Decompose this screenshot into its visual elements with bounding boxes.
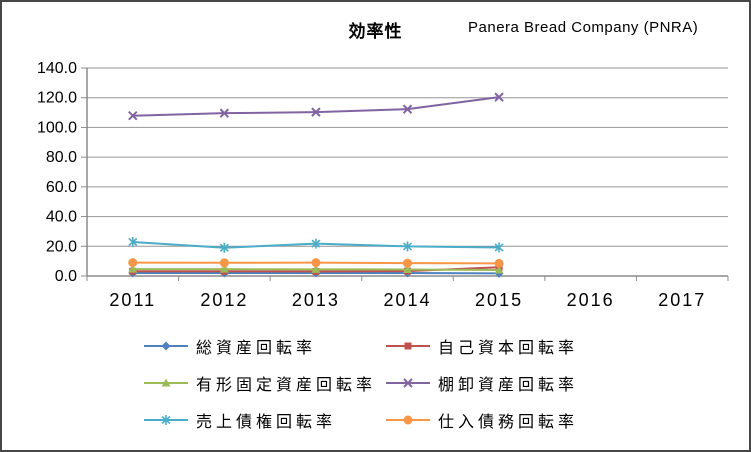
y-axis-tick-label: 120.0 [37,90,77,107]
legend-label: 自己資本回転率 [438,340,579,357]
data-point-marker [128,264,138,273]
series-5 [128,258,504,268]
data-point-marker [402,242,413,251]
data-point-marker [161,341,171,351]
x-axis-tick-label: 2012 [200,290,248,310]
data-point-marker [403,378,413,388]
chart-legend: 総資産回転率 自己資本回転率 有形固定資産回転率 棚卸資産回転率 売上債権回転率… [143,331,578,435]
diamond-marker-icon [144,341,188,351]
data-point-marker [494,92,504,102]
x-marker-icon [386,378,430,388]
data-point-marker [311,239,321,248]
x-axis-tick-label: 2011 [109,290,156,310]
legend-label: 総資産回転率 [196,340,317,357]
data-point-marker [311,258,321,268]
y-axis-tick-label: 100.0 [37,119,77,136]
y-axis-tick-label: 0.0 [55,268,77,285]
data-point-marker [494,258,504,268]
data-point-marker [311,264,321,273]
data-point-marker [494,243,504,252]
y-axis-tick-label: 80.0 [46,149,77,166]
axis-ticks [81,67,729,281]
series-2 [128,264,504,274]
data-point-marker [128,110,138,121]
y-axis-tick-label: 60.0 [46,179,77,196]
legend-item-tangible-fixed-asset-turnover: 有形固定資産回転率 [143,368,385,398]
circle-marker-icon [386,415,430,425]
data-point-marker [403,415,413,425]
legend-label: 売上債権回転率 [196,414,337,431]
triangle-marker-icon [144,378,188,387]
data-point-marker [494,265,504,274]
series-4 [128,236,504,253]
data-point-marker [404,342,412,350]
data-point-marker [311,107,321,117]
y-axis-tick-label: 140.0 [37,60,77,77]
y-axis-tick-label: 20.0 [46,238,77,255]
legend-label: 有形固定資産回転率 [196,377,377,394]
legend-item-receivables-turnover: 売上債権回転率 [143,405,385,435]
legend-item-payables-turnover: 仕入債務回転率 [385,405,578,435]
x-axis-labels: 2011 2012 2013 2014 2015 2016 2017 [109,290,706,310]
legend-item-inventory-turnover: 棚卸資産回転率 [385,368,578,398]
data-point-marker [161,378,171,387]
series-3 [128,92,504,121]
data-point-marker [161,415,171,425]
data-point-marker [219,258,229,268]
data-point-marker [128,258,138,268]
x-axis-tick-label: 2015 [475,290,523,310]
legend-label: 仕入債務回転率 [438,414,579,431]
data-point-marker [219,264,229,273]
x-axis-tick-label: 2014 [383,290,431,310]
x-axis-tick-label: 2016 [567,290,615,310]
data-point-marker [403,258,412,268]
data-point-marker [403,264,412,273]
square-marker-icon [386,342,430,350]
legend-item-equity-turnover: 自己資本回転率 [385,331,578,361]
x-axis-tick-label: 2017 [658,290,706,310]
company-name: Panera Bread Company (PNRA) [468,19,699,36]
asterisk-marker-icon [144,415,188,425]
data-point-marker [219,243,229,252]
legend-item-total-asset-turnover: 総資産回転率 [143,331,385,361]
data-point-marker [402,104,413,114]
data-point-marker [219,108,230,118]
chart-title: 効率性 [348,22,403,41]
data-point-marker [128,237,138,247]
y-axis-labels: 0.0 20.0 40.0 60.0 80.0 100.0 120.0 140.0 [37,60,77,285]
legend-label: 棚卸資産回転率 [438,377,579,394]
y-axis-tick-label: 40.0 [46,209,77,226]
x-axis-tick-label: 2013 [292,290,340,310]
